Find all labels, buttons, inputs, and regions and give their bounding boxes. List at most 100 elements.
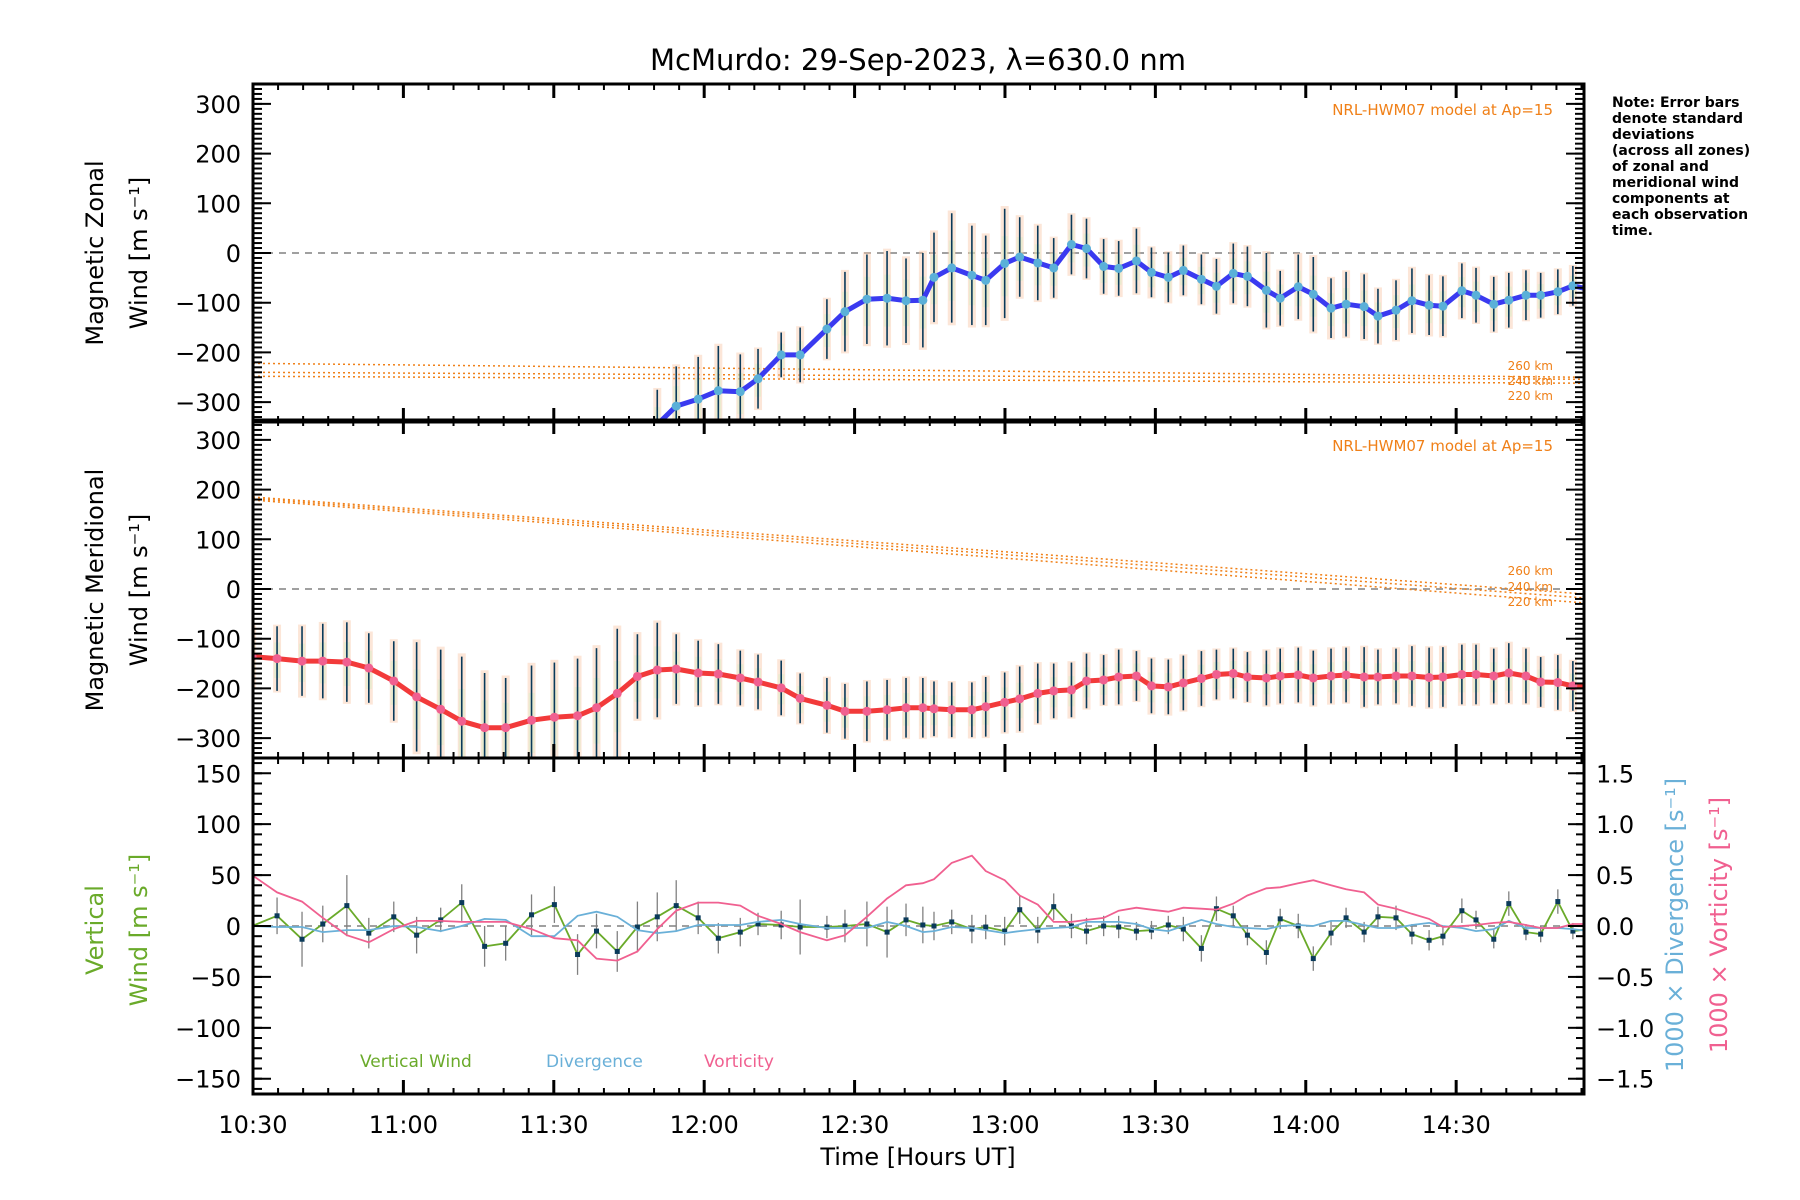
vertical-wind-point xyxy=(575,952,581,958)
vertical-wind-point xyxy=(1017,907,1023,913)
vertical-wind-point xyxy=(1586,927,1591,932)
meridional-data-point xyxy=(652,665,662,675)
y-tick-label: 100 xyxy=(195,190,241,218)
legend-vorticity: Vorticity xyxy=(704,1052,774,1072)
zonal-data-point xyxy=(795,350,805,360)
zonal-data-point xyxy=(1359,302,1369,312)
meridional-data-point xyxy=(1293,670,1303,680)
meridional-data-point xyxy=(901,703,911,713)
meridional-data-point xyxy=(1341,670,1351,680)
x-tick-label: 14:30 xyxy=(1422,1111,1491,1139)
note-line: (across all zones) xyxy=(1612,143,1750,159)
vertical-wind-point xyxy=(614,948,620,954)
meridional-data-point xyxy=(918,703,928,713)
vertical-wind-point xyxy=(1473,917,1479,923)
y-tick-label: 0 xyxy=(226,240,241,268)
right-tick-label: −1.0 xyxy=(1596,1015,1654,1043)
meridional-data-point xyxy=(527,715,537,725)
zonal-data-point xyxy=(1196,274,1206,284)
y-tick-label: 100 xyxy=(195,526,241,554)
zonal-data-point xyxy=(1424,300,1434,310)
x-tick-label: 13:00 xyxy=(970,1111,1039,1139)
zonal-data-point xyxy=(1373,311,1383,321)
zonal-data-point xyxy=(1536,290,1546,300)
y-tick-label: 0 xyxy=(226,576,241,604)
meridional-data-point xyxy=(862,706,872,716)
zonal-data-point xyxy=(1489,299,1499,309)
meridional-data-point xyxy=(1308,673,1318,683)
vertical-ylabel-line1: Vertical xyxy=(81,885,109,975)
model-altitude-label: 260 km xyxy=(1508,359,1553,373)
meridional-data-point xyxy=(1521,671,1531,681)
zonal-data-point xyxy=(1504,295,1514,305)
vertical-wind-point xyxy=(864,921,870,927)
vertical-ylabel-line2: Wind [m s⁻¹] xyxy=(125,854,153,1006)
vertical-wind-point xyxy=(1393,915,1399,921)
zonal-data-point xyxy=(1049,263,1059,273)
model-line-220km xyxy=(253,499,1584,604)
y-tick-label: 50 xyxy=(210,862,241,890)
model-label: NRL-HWM07 model at Ap=15 xyxy=(1332,101,1553,119)
vertical-wind-point xyxy=(1148,927,1154,933)
vertical-wind-point xyxy=(482,943,488,949)
meridional-data-point xyxy=(929,704,939,714)
x-tick-label: 12:30 xyxy=(820,1111,889,1139)
vertical-wind-point xyxy=(949,919,955,925)
vertical-wind-point xyxy=(1230,913,1236,919)
y-tick-label: −150 xyxy=(175,1066,241,1094)
vertical-wind-point xyxy=(459,900,465,906)
zonal-data-point xyxy=(1553,287,1563,297)
divergence-line xyxy=(253,910,1584,938)
zonal-data-point xyxy=(1521,290,1531,300)
meridional-data-point xyxy=(1178,678,1188,688)
y-tick-label: 300 xyxy=(195,91,241,119)
note-line: deviations xyxy=(1612,127,1694,143)
zonal-data-point xyxy=(1457,286,1467,296)
vertical-wind-point xyxy=(503,940,509,946)
meridional-data-point xyxy=(1584,683,1593,692)
vertical-wind-point xyxy=(438,917,444,923)
vertical-wind-point xyxy=(673,903,679,909)
meridional-data-point xyxy=(342,657,352,667)
zonal-data-point xyxy=(1000,258,1010,268)
meridional-data-point xyxy=(501,723,511,733)
meridional-data-point xyxy=(947,705,957,715)
model-label: NRL-HWM07 model at Ap=15 xyxy=(1332,437,1553,455)
meridional-data-point xyxy=(364,663,374,673)
meridional-data-point xyxy=(795,693,805,703)
zonal-ylabel-line2: Wind [m s⁻¹] xyxy=(125,177,153,329)
vorticity-line xyxy=(253,854,1584,962)
meridional-data-point xyxy=(1424,672,1434,682)
zonal-data-point xyxy=(1211,281,1221,291)
right-tick-label: 0.0 xyxy=(1596,913,1634,941)
zonal-data-point xyxy=(1391,305,1401,315)
y-tick-label: 150 xyxy=(195,760,241,788)
vertical-wind-point xyxy=(1328,930,1334,936)
vertical-wind-point xyxy=(1068,923,1074,929)
right-tick-label: −0.5 xyxy=(1596,964,1654,992)
y-tick-label: −200 xyxy=(175,339,241,367)
meridional-data-point xyxy=(1407,671,1417,681)
meridional-data-point xyxy=(1211,669,1221,679)
meridional-ylabel-line2: Wind [m s⁻¹] xyxy=(125,514,153,666)
model-line-240km xyxy=(253,497,1584,599)
meridional-data-point xyxy=(1114,672,1124,682)
note-text: Note: Error bars denote standard deviati… xyxy=(1612,95,1755,239)
meridional-plot-area xyxy=(253,496,1593,758)
zonal-data-point xyxy=(967,270,977,280)
zonal-ylabel-line1: Magnetic Zonal xyxy=(81,160,109,345)
vertical-wind-point xyxy=(1538,931,1544,937)
vertical-wind-point xyxy=(1523,929,1529,935)
model-altitude-label: 240 km xyxy=(1508,374,1553,388)
zonal-data-point xyxy=(1015,252,1025,262)
vertical-wind-point xyxy=(1310,956,1316,962)
x-tick-label: 11:00 xyxy=(369,1111,438,1139)
zonal-data-point xyxy=(1066,240,1076,250)
meridional-data-point xyxy=(1242,672,1252,682)
vertical-wind-point xyxy=(1506,901,1512,907)
vertical-wind-point xyxy=(1035,927,1041,933)
y-tick-label: −200 xyxy=(175,675,241,703)
x-tick-label: 12:00 xyxy=(670,1111,739,1139)
vertical-wind-point xyxy=(1375,914,1381,920)
vertical-wind-point xyxy=(778,922,784,928)
